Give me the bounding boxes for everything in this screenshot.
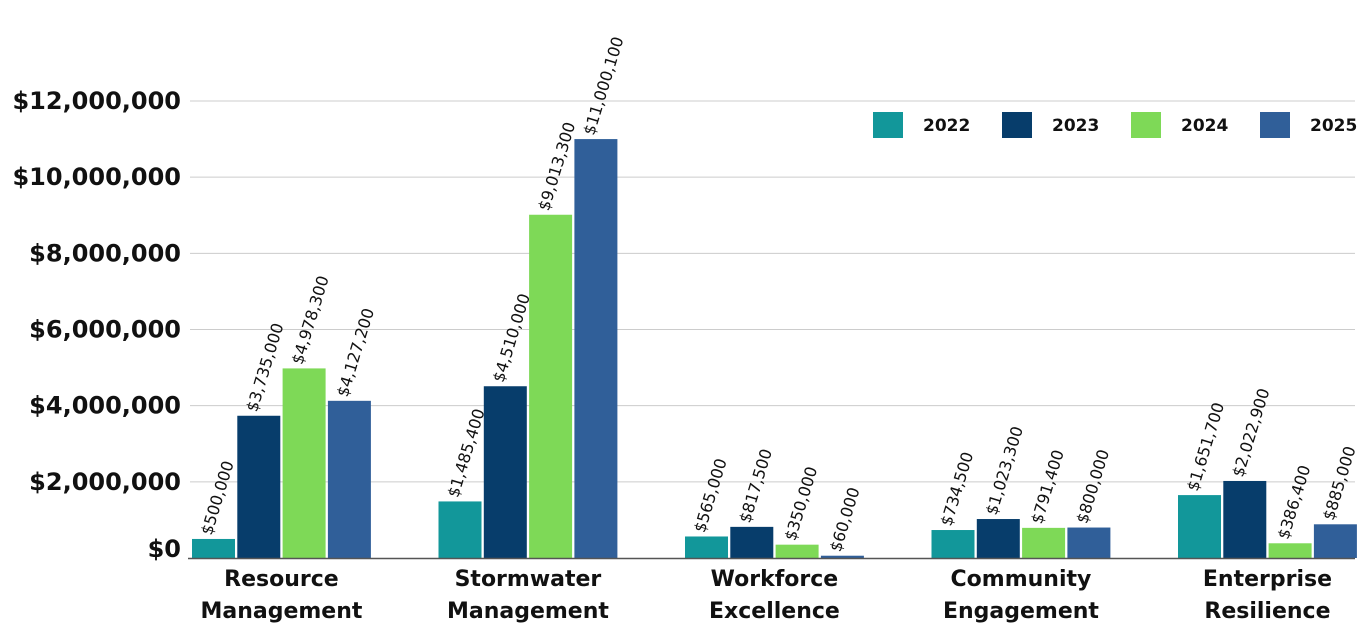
- data-label: $4,127,200: [333, 306, 378, 399]
- data-labels: $500,000 $3,735,000$4,978,300 $4,127,200 $1…: [197, 34, 1359, 554]
- data-label: $500,000: [197, 459, 237, 538]
- legend-label: 2023: [1052, 116, 1099, 136]
- legend-swatch: [1260, 112, 1290, 138]
- gridlines: [190, 100, 1355, 483]
- data-label: $2,022,900: [1228, 386, 1273, 479]
- category-label: Management: [200, 599, 362, 624]
- bars: [192, 139, 1357, 559]
- category-label: Resource: [224, 567, 339, 592]
- category-label: Engagement: [943, 599, 1099, 624]
- legend-swatch: [873, 112, 903, 138]
- bar: [820, 555, 864, 558]
- bar: [1223, 480, 1267, 558]
- category-labels: Resource Management Stormwater Management Wo…: [200, 567, 1332, 624]
- data-label: $734,500: [937, 450, 977, 529]
- bar: [237, 415, 281, 558]
- bar: [1067, 527, 1111, 558]
- category-label: Community: [951, 567, 1092, 592]
- bar: [1022, 527, 1066, 558]
- bar: [730, 526, 774, 558]
- bar: [438, 501, 482, 558]
- data-label: $60,000: [826, 485, 864, 554]
- y-tick-label: $12,000,000: [12, 87, 181, 115]
- y-axis-ticks: $0 $2,000,000 $4,000,000 $6,000,000 $8,000,0…: [12, 87, 181, 563]
- data-label: $9,013,300: [534, 120, 579, 213]
- category-label: Stormwater: [455, 567, 602, 592]
- bar: [282, 368, 326, 558]
- y-tick-label: $2,000,000: [29, 468, 181, 496]
- bar: [483, 386, 527, 558]
- legend: 2022 2023 2024 2025: [873, 112, 1357, 138]
- category-label: Excellence: [709, 599, 840, 624]
- data-label: $350,000: [781, 464, 821, 543]
- legend-label: 2025: [1310, 116, 1357, 136]
- bar: [775, 544, 819, 558]
- bar: [685, 536, 728, 558]
- bar: [1268, 543, 1312, 558]
- bar: [529, 214, 573, 559]
- y-tick-label: $4,000,000: [29, 392, 181, 420]
- legend-label: 2024: [1181, 116, 1228, 136]
- bar: [976, 519, 1020, 558]
- data-label: $4,978,300: [288, 273, 333, 366]
- category-label: Workforce: [711, 567, 839, 592]
- data-label: $4,510,000: [489, 291, 534, 384]
- data-label: $885,000: [1319, 444, 1359, 523]
- legend-label: 2022: [923, 116, 970, 136]
- y-tick-label: $10,000,000: [12, 163, 181, 191]
- y-tick-label: $0: [148, 535, 181, 563]
- legend-swatch: [1002, 112, 1032, 138]
- bar: [192, 538, 235, 558]
- data-label: $800,000: [1073, 447, 1113, 526]
- bar: [931, 530, 975, 558]
- data-label: $791,400: [1027, 447, 1067, 526]
- category-label: Management: [447, 599, 609, 624]
- bar: [1313, 524, 1357, 558]
- data-label: $565,000: [690, 456, 730, 535]
- category-label: Enterprise: [1203, 567, 1332, 592]
- legend-swatch: [1131, 112, 1161, 138]
- data-label: $386,400: [1274, 463, 1314, 542]
- data-label: $3,735,000: [242, 321, 287, 414]
- y-tick-label: $6,000,000: [29, 316, 181, 344]
- data-label: $1,023,300: [982, 424, 1027, 517]
- bar: [327, 400, 371, 558]
- category-label: Resilience: [1204, 599, 1330, 624]
- data-label: $1,651,700: [1183, 400, 1228, 493]
- data-label: $1,485,400: [444, 406, 489, 499]
- data-label: $11,000,100: [580, 34, 628, 137]
- bar: [1178, 495, 1221, 558]
- y-tick-label: $8,000,000: [29, 239, 181, 267]
- data-label: $817,500: [735, 446, 775, 525]
- bar: [574, 139, 618, 558]
